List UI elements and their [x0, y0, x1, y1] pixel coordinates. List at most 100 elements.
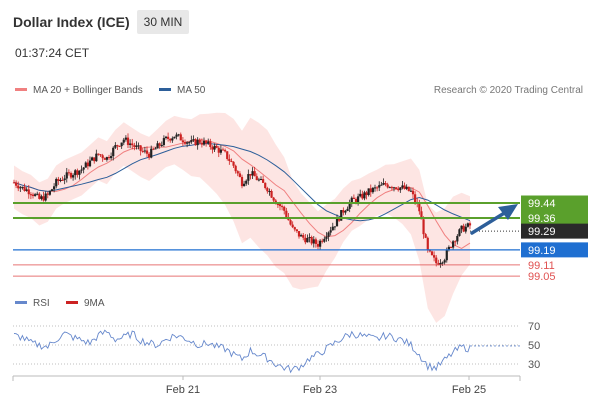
- candle-body: [403, 185, 406, 189]
- candle-body: [167, 136, 170, 139]
- candle-body: [397, 189, 400, 191]
- candle-body: [249, 174, 252, 176]
- candle-body: [169, 138, 172, 141]
- candle-body: [327, 232, 330, 237]
- candle-body: [407, 186, 410, 191]
- candle-body: [308, 237, 311, 239]
- candle-body: [48, 191, 51, 195]
- candle-body: [91, 157, 94, 161]
- candle-body: [181, 140, 184, 143]
- candle-body: [310, 237, 313, 244]
- candle-body: [27, 189, 30, 195]
- candle-body: [352, 197, 355, 199]
- candle-body: [215, 145, 218, 148]
- current-price-label: 99.29: [528, 226, 556, 238]
- ma9-swatch: [66, 300, 78, 304]
- candle-body: [224, 150, 227, 152]
- ma50-line: [13, 142, 471, 222]
- candle-body: [386, 184, 389, 188]
- candle-body: [399, 187, 402, 191]
- candle-body: [456, 235, 459, 242]
- current-price-tag: [521, 223, 588, 239]
- candle-body: [433, 255, 436, 258]
- candle-body: [200, 142, 203, 145]
- rsi-line: [13, 329, 471, 374]
- candle-body: [333, 226, 336, 228]
- candle-body: [335, 217, 339, 227]
- candle-body: [251, 171, 254, 176]
- candle-body: [426, 237, 429, 250]
- candle-body: [257, 179, 260, 181]
- candle-body: [272, 197, 275, 201]
- candle-body: [114, 145, 117, 148]
- candle-body: [179, 134, 182, 141]
- forecast-arrow: [470, 204, 518, 235]
- candle-body: [139, 145, 142, 151]
- candle-body: [194, 139, 197, 146]
- candle-body: [329, 230, 332, 233]
- candle-body: [150, 148, 153, 158]
- arrow-shaft: [470, 210, 508, 235]
- candle-body: [405, 186, 408, 189]
- candle-body: [268, 191, 271, 193]
- candle-body: [306, 238, 309, 243]
- candle-body: [346, 208, 349, 212]
- candle-body: [124, 137, 127, 140]
- candle-body: [175, 134, 178, 137]
- timeframe-button[interactable]: 30 MIN: [137, 10, 189, 34]
- candle-body: [219, 149, 222, 153]
- candle-body: [247, 174, 250, 181]
- level-label: 99.44: [528, 198, 556, 210]
- candle-body: [133, 145, 136, 147]
- candle-body: [213, 145, 216, 150]
- candle-body: [266, 188, 269, 192]
- candle-body: [422, 219, 425, 235]
- candle-body: [293, 227, 296, 230]
- candle-body: [401, 185, 404, 188]
- candle-body: [285, 210, 288, 218]
- candle-body: [148, 153, 151, 158]
- candle-body: [316, 243, 320, 247]
- rsi-tick-label: 30: [528, 359, 540, 371]
- candle-body: [63, 178, 66, 181]
- candle-body: [192, 139, 195, 141]
- candle-body: [129, 143, 132, 145]
- rsi-tick-label: 50: [528, 340, 540, 352]
- candle-body: [295, 229, 298, 232]
- candle-body: [348, 202, 351, 209]
- candle-body: [164, 136, 168, 139]
- candle-body: [443, 260, 446, 263]
- candle-body: [454, 241, 457, 243]
- candle-body: [44, 193, 47, 201]
- x-tick-label: Feb 23: [303, 384, 337, 396]
- candle-body: [388, 187, 391, 189]
- candle-body: [255, 176, 258, 181]
- candle-body: [302, 235, 305, 238]
- candle-body: [232, 161, 235, 166]
- candle-body: [390, 187, 393, 189]
- level-label: 99.36: [528, 213, 556, 225]
- candle-body: [82, 167, 85, 170]
- candle-body: [112, 147, 115, 157]
- candle-body: [291, 224, 294, 228]
- candle-body: [12, 182, 16, 184]
- candle-body: [126, 137, 130, 145]
- candle-body: [276, 204, 279, 206]
- candle-body: [29, 194, 32, 196]
- rsi-tick-label: 70: [528, 321, 540, 333]
- candle-body: [221, 149, 225, 151]
- candle-body: [382, 183, 385, 185]
- candle-body: [183, 142, 187, 144]
- x-tick-label: Feb 21: [166, 384, 200, 396]
- level-label: 99.05: [528, 271, 556, 283]
- candle-body: [105, 157, 108, 160]
- candle-body: [15, 182, 18, 186]
- candle-body: [217, 147, 220, 153]
- candle-body: [107, 157, 111, 159]
- candle-body: [437, 263, 440, 265]
- candle-body: [93, 157, 96, 162]
- rsi-label: RSI: [33, 298, 50, 309]
- candle-body: [376, 187, 379, 189]
- candle-body: [76, 170, 79, 175]
